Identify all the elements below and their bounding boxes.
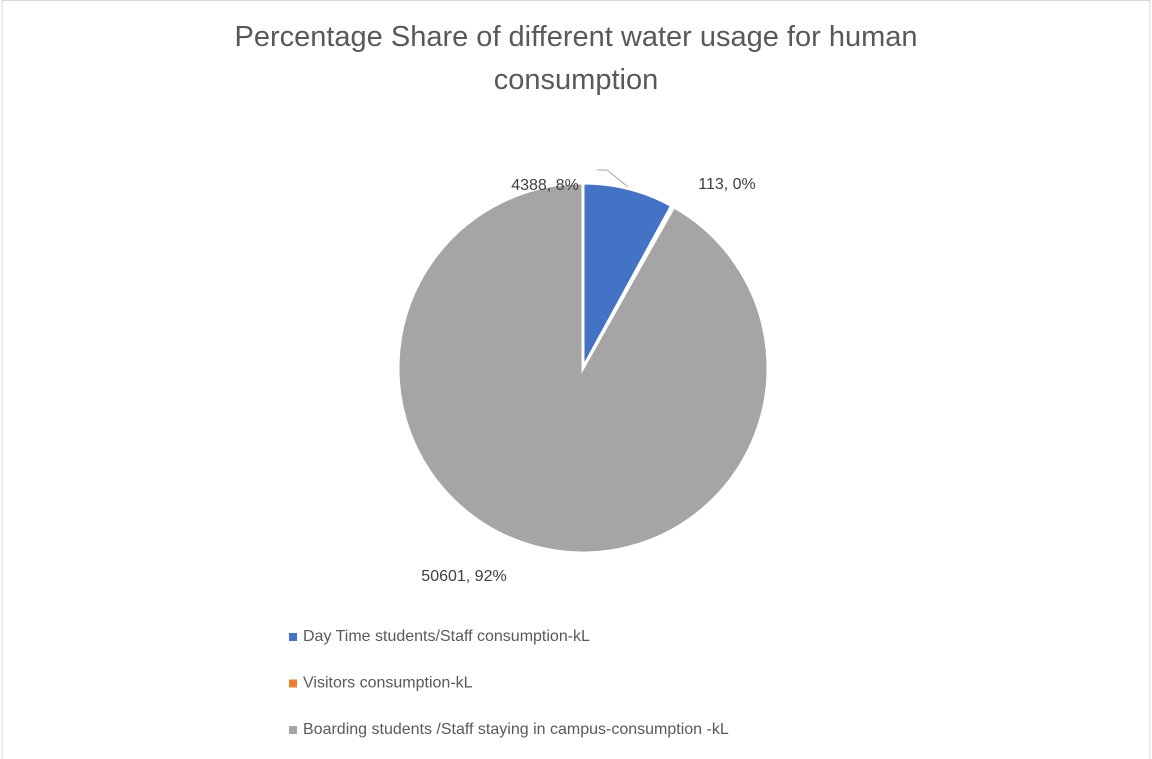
data-label: 4388, 8% bbox=[511, 177, 579, 194]
pie-slice bbox=[581, 181, 674, 369]
leader-line bbox=[597, 169, 629, 188]
legend-label: Day Time students/Staff consumption-kL bbox=[303, 628, 590, 645]
data-label: 50601, 92% bbox=[421, 568, 506, 585]
legend-label: Visitors consumption-kL bbox=[303, 675, 473, 692]
legend-swatch bbox=[289, 633, 297, 641]
chart-title: Percentage Share of different water usag… bbox=[234, 21, 918, 96]
legend: Day Time students/Staff consumption-kL Vi… bbox=[289, 628, 729, 738]
legend-label: Boarding students /Staff staying in camp… bbox=[303, 721, 729, 738]
data-label: 113, 0% bbox=[698, 176, 756, 193]
legend-swatch bbox=[289, 726, 297, 734]
legend-swatch bbox=[289, 679, 297, 688]
pie-slice bbox=[396, 181, 770, 555]
